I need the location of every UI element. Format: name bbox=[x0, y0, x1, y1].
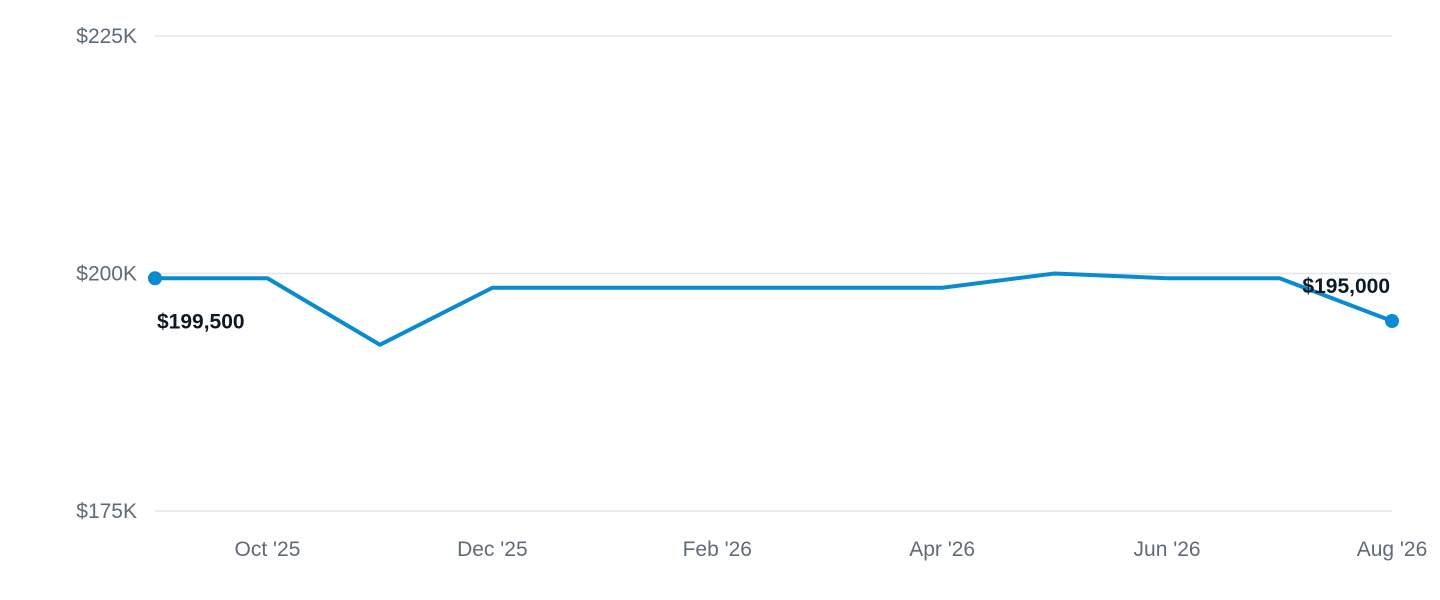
y-tick-label: $225K bbox=[76, 25, 137, 48]
start-value-label: $199,500 bbox=[157, 310, 245, 333]
x-tick-label: Oct '25 bbox=[235, 538, 301, 561]
x-tick-label: Apr '26 bbox=[909, 538, 975, 561]
data-labels: $199,500 $195,000 bbox=[157, 275, 1390, 333]
x-tick-label: Dec '25 bbox=[457, 538, 528, 561]
x-tick-label: Aug '26 bbox=[1357, 538, 1428, 561]
y-tick-label: $200K bbox=[76, 263, 137, 286]
x-tick-label: Jun '26 bbox=[1134, 538, 1201, 561]
end-value-label: $195,000 bbox=[1302, 275, 1390, 298]
y-axis: $175K $200K $225K bbox=[76, 25, 137, 523]
y-tick-label: $175K bbox=[76, 500, 137, 523]
gridlines bbox=[155, 35, 1392, 512]
x-tick-label: Feb '26 bbox=[683, 538, 752, 561]
series bbox=[148, 271, 1399, 347]
x-axis: Oct '25 Dec '25 Feb '26 Apr '26 Jun '26 Aug '… bbox=[235, 538, 1428, 561]
series-line bbox=[153, 271, 1394, 347]
start-point-marker bbox=[148, 271, 162, 286]
end-point-marker bbox=[1385, 314, 1399, 328]
